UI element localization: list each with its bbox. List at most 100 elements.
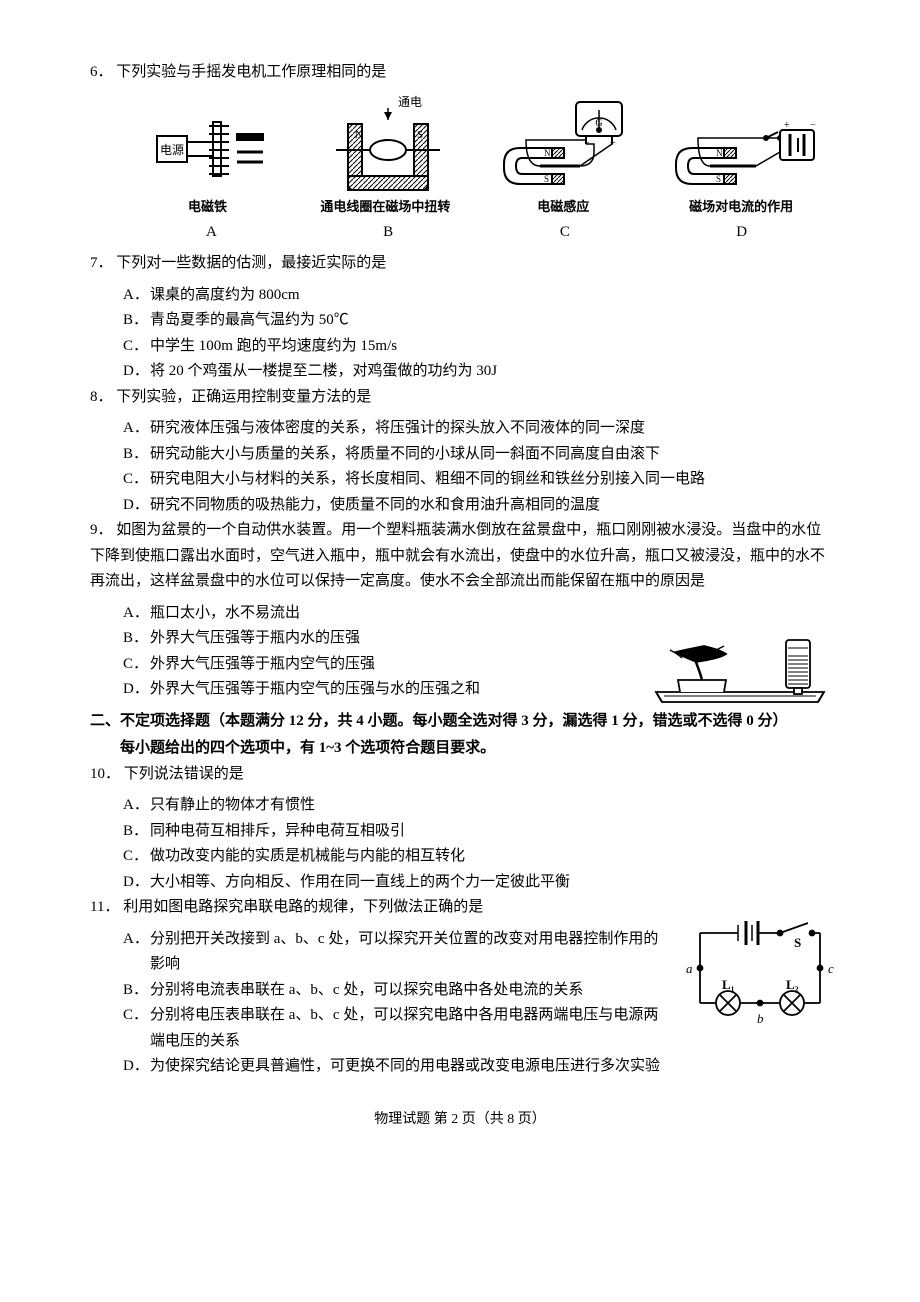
q8-opt-b: 研究动能大小与质量的关系，将质量不同的小球从同一斜面不同高度自由滚下 xyxy=(150,442,660,468)
opt-label: D． xyxy=(123,493,150,519)
question-9-wrap: 9． 如图为盆景的一个自动供水装置。用一个塑料瓶装满水倒放在盆景盘中，瓶口刚刚被… xyxy=(90,518,830,703)
svg-text:N: N xyxy=(716,148,723,158)
opt-label: C． xyxy=(123,1003,150,1054)
q7-options: A．课桌的高度约为 800cm B．青岛夏季的最高气温约为 50℃ C．中学生 … xyxy=(123,283,830,385)
q6-figures: 电源 通电 xyxy=(123,94,830,194)
opt-label: A． xyxy=(123,601,150,627)
q11-opt-c: 分别将电压表串联在 a、b、c 处，可以探究电路中各用电器两端电压与电源两端电压… xyxy=(150,1003,663,1054)
node-a: a xyxy=(686,961,693,976)
q10-opt-a: 只有静止的物体才有惯性 xyxy=(150,793,315,819)
svg-text:G: G xyxy=(595,118,602,129)
opt-label: C． xyxy=(123,652,150,678)
q10-opt-d: 大小相等、方向相反、作用在同一直线上的两个力一定彼此平衡 xyxy=(150,870,570,896)
opt-label: B． xyxy=(123,442,150,468)
q7-opt-a: 课桌的高度约为 800cm xyxy=(150,283,300,309)
opt-label: B． xyxy=(123,978,150,1004)
opt-label: B． xyxy=(123,819,150,845)
q6-number: 6． xyxy=(90,64,113,80)
question-8: 8． 下列实验，正确运用控制变量方法的是 xyxy=(90,385,830,411)
q10-number: 10． xyxy=(90,766,120,782)
q10-opt-b: 同种电荷互相排斥，异种电荷互相吸引 xyxy=(150,819,405,845)
q9-options: A．瓶口太小，水不易流出 B．外界大气压强等于瓶内水的压强 C．外界大气压强等于… xyxy=(123,601,643,703)
q11-opt-b: 分别将电流表串联在 a、b、c 处，可以探究电路中各处电流的关系 xyxy=(150,978,583,1004)
q6-option-labels: A B C D xyxy=(123,220,830,246)
q6-fig-b: 通电 N S xyxy=(300,94,477,194)
opt-label: C． xyxy=(123,467,150,493)
q9-opt-a: 瓶口太小，水不易流出 xyxy=(150,601,300,627)
q10-opt-c: 做功改变内能的实质是机械能与内能的相互转化 xyxy=(150,844,465,870)
q9-figure xyxy=(650,628,830,718)
q6-label-b: B xyxy=(300,220,477,246)
opt-label: A． xyxy=(123,927,150,978)
tongdian-label: 通电 xyxy=(398,95,422,109)
svg-text:−: − xyxy=(810,120,816,131)
opt-label: B． xyxy=(123,308,150,334)
q9-stem: 如图为盆景的一个自动供水装置。用一个塑料瓶装满水倒放在盆景盘中，瓶口刚刚被水浸没… xyxy=(90,522,825,589)
q8-opt-d: 研究不同物质的吸热能力，使质量不同的水和食用油升高相同的温度 xyxy=(150,493,600,519)
svg-text:+: + xyxy=(610,138,616,149)
question-6: 6． 下列实验与手摇发电机工作原理相同的是 xyxy=(90,60,830,86)
q9-opt-d: 外界大气压强等于瓶内空气的压强与水的压强之和 xyxy=(150,677,480,703)
q7-number: 7． xyxy=(90,255,113,271)
opt-label: D． xyxy=(123,1054,150,1080)
q6-fig-c: G − + N S xyxy=(477,94,654,194)
opt-label: A． xyxy=(123,416,150,442)
q9-opt-c: 外界大气压强等于瓶内空气的压强 xyxy=(150,652,375,678)
svg-text:S: S xyxy=(544,174,549,184)
svg-text:S: S xyxy=(417,129,423,141)
q9-opt-b: 外界大气压强等于瓶内水的压强 xyxy=(150,626,360,652)
q6-fig-a: 电源 xyxy=(123,104,300,194)
q7-opt-d: 将 20 个鸡蛋从一楼提至二楼，对鸡蛋做的功约为 30J xyxy=(150,359,497,385)
q11-circuit-figure: S c a L₁ L₂ b xyxy=(680,913,840,1043)
question-7: 7． 下列对一些数据的估测，最接近实际的是 xyxy=(90,251,830,277)
opt-label: D． xyxy=(123,870,150,896)
opt-label: D． xyxy=(123,359,150,385)
q8-opt-a: 研究液体压强与液体密度的关系，将压强计的探头放入不同液体的同一深度 xyxy=(150,416,645,442)
q11-opt-d: 为使探究结论更具普遍性，可更换不同的用电器或改变电源电压进行多次实验 xyxy=(150,1054,660,1080)
q9-number: 9． xyxy=(90,522,113,538)
opt-label: B． xyxy=(123,626,150,652)
svg-text:+: + xyxy=(784,120,790,131)
question-9: 9． 如图为盆景的一个自动供水装置。用一个塑料瓶装满水倒放在盆景盘中，瓶口刚刚被… xyxy=(90,518,830,595)
question-10: 10． 下列说法错误的是 xyxy=(90,762,830,788)
q6-caption-a: 电磁铁 xyxy=(119,196,297,218)
section-2-sub: 每小题给出的四个选项中，有 1~3 个选项符合题目要求。 xyxy=(120,736,830,762)
q11-stem: 利用如图电路探究串联电路的规律，下列做法正确的是 xyxy=(123,899,483,915)
q11-options: A．分别把开关改接到 a、b、c 处，可以探究开关位置的改变对用电器控制作用的影… xyxy=(123,927,663,1080)
q8-options: A．研究液体压强与液体密度的关系，将压强计的探头放入不同液体的同一深度 B．研究… xyxy=(123,416,830,518)
question-11-wrap: 11． 利用如图电路探究串联电路的规律，下列做法正确的是 A．分别把开关改接到 … xyxy=(90,895,830,1080)
lamp-l1: L₁ xyxy=(722,977,735,992)
node-b: b xyxy=(757,1011,764,1026)
q6-label-a: A xyxy=(123,220,300,246)
q7-opt-c: 中学生 100m 跑的平均速度约为 15m/s xyxy=(150,334,397,360)
q6-captions: 电磁铁 通电线圈在磁场中扭转 电磁感应 磁场对电流的作用 xyxy=(119,196,830,218)
q7-opt-b: 青岛夏季的最高气温约为 50℃ xyxy=(150,308,349,334)
power-label: 电源 xyxy=(160,143,184,157)
opt-label: C． xyxy=(123,334,150,360)
q8-opt-c: 研究电阻大小与材料的关系，将长度相同、粗细不同的铜丝和铁丝分别接入同一电路 xyxy=(150,467,705,493)
opt-label: A． xyxy=(123,793,150,819)
q7-stem: 下列对一些数据的估测，最接近实际的是 xyxy=(116,255,386,271)
svg-text:N: N xyxy=(355,129,363,141)
node-c: c xyxy=(828,961,834,976)
q6-label-d: D xyxy=(653,220,830,246)
lamp-l2: L₂ xyxy=(786,977,799,992)
q10-options: A．只有静止的物体才有惯性 B．同种电荷互相排斥，异种电荷互相吸引 C．做功改变… xyxy=(123,793,830,895)
q10-stem: 下列说法错误的是 xyxy=(124,766,244,782)
page-footer: 物理试题 第 2 页（共 8 页） xyxy=(90,1108,830,1132)
q11-opt-a: 分别把开关改接到 a、b、c 处，可以探究开关位置的改变对用电器控制作用的影响 xyxy=(150,927,663,978)
q8-stem: 下列实验，正确运用控制变量方法的是 xyxy=(116,389,371,405)
q6-label-c: C xyxy=(477,220,654,246)
svg-text:N: N xyxy=(544,148,551,158)
q11-number: 11． xyxy=(90,899,119,915)
opt-label: D． xyxy=(123,677,150,703)
switch-label: S xyxy=(794,935,801,950)
q6-caption-b: 通电线圈在磁场中扭转 xyxy=(296,196,474,218)
q6-stem: 下列实验与手摇发电机工作原理相同的是 xyxy=(116,64,386,80)
q6-fig-d: N S + − xyxy=(653,94,830,194)
opt-label: A． xyxy=(123,283,150,309)
opt-label: C． xyxy=(123,844,150,870)
svg-text:S: S xyxy=(716,174,721,184)
q8-number: 8． xyxy=(90,389,113,405)
q6-caption-d: 磁场对电流的作用 xyxy=(652,196,830,218)
